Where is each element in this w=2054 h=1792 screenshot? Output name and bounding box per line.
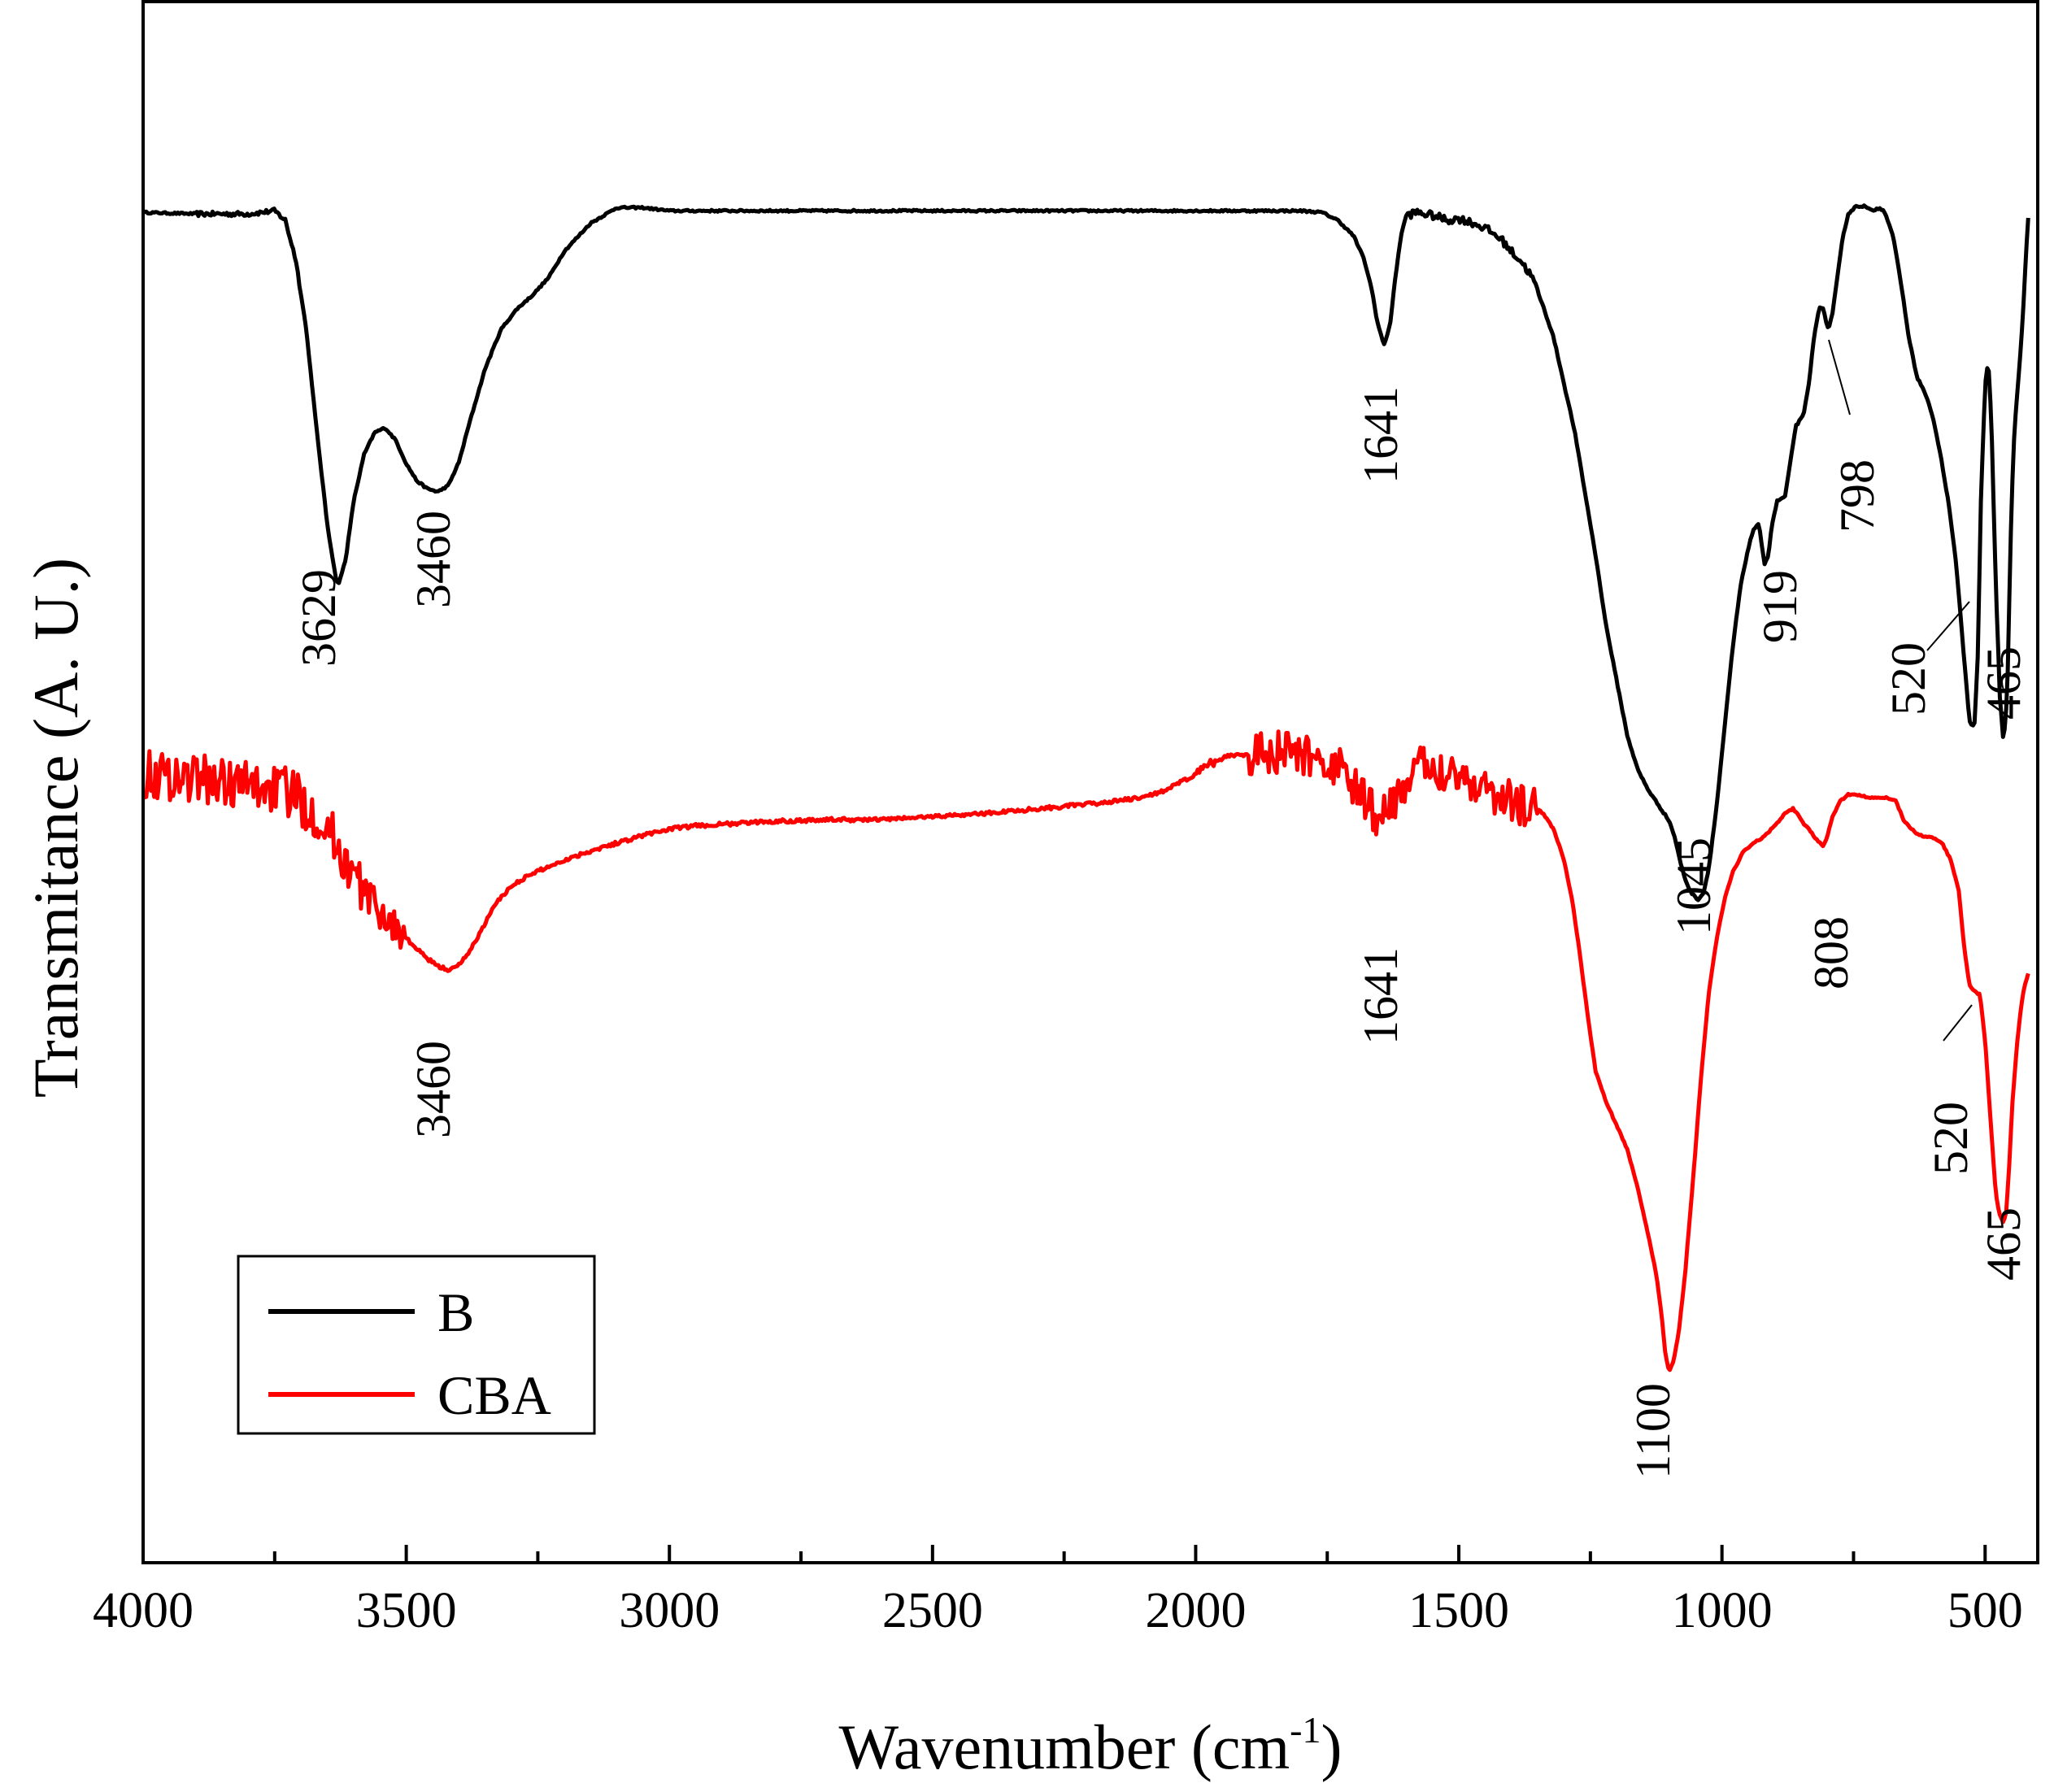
x-tick-label: 1000: [1672, 1583, 1773, 1638]
peak-annotation-cba-520: 520: [1924, 1004, 1978, 1175]
x-axis-title: Wavenumber (cm-1): [839, 1709, 1342, 1782]
peak-annotation-b-3629: 3629: [292, 569, 346, 667]
peak-label: 3460: [407, 1041, 460, 1138]
peak-annotation-cba-1100: 1100: [1626, 1383, 1680, 1479]
peak-label: 520: [1924, 1102, 1978, 1175]
peak-annotations: 3629 3460 1641 1045 919 798 520 465 3460 1641 1100…: [292, 339, 2030, 1479]
peak-annotation-cba-465: 465: [1977, 1207, 2030, 1281]
legend-box: [237, 1255, 596, 1435]
peak-label: 3460: [407, 511, 460, 608]
peak-label: 798: [1830, 459, 1884, 533]
peak-leader-line: [1828, 339, 1851, 415]
y-axis-title: Transmitance (A. U.): [20, 558, 91, 1098]
peak-label: 520: [1882, 642, 1935, 715]
x-tick-label: 3000: [619, 1583, 720, 1638]
plot-frame: [141, 0, 2039, 1564]
series-line-b: [141, 203, 2030, 903]
peak-label: 1045: [1667, 837, 1721, 935]
peak-annotation-b-520: 520: [1882, 601, 1970, 715]
peak-annotation-b-3460: 3460: [407, 511, 460, 608]
x-tick-label: 1500: [1408, 1583, 1509, 1638]
peak-label: 919: [1753, 570, 1807, 643]
series-line-cba: [141, 729, 2030, 1372]
peak-leader-line: [1926, 601, 1970, 651]
legend-label-cba: CBA: [437, 1364, 551, 1426]
x-tick-label: 2500: [882, 1583, 983, 1638]
x-tick-label: 3500: [356, 1583, 457, 1638]
peak-label: 1100: [1626, 1383, 1680, 1479]
peak-annotation-cba-1641: 1641: [1354, 947, 1408, 1045]
series-layer: [141, 203, 2030, 1372]
peak-label: 808: [1804, 916, 1858, 990]
peak-label: 465: [1977, 1207, 2030, 1281]
x-tick-label: 500: [1947, 1583, 2023, 1638]
x-tick-label: 4000: [93, 1583, 194, 1638]
peak-annotation-cba-808: 808: [1804, 916, 1858, 990]
legend: B CBA: [237, 1255, 596, 1435]
peak-label: 3629: [292, 569, 346, 667]
peak-annotation-b-465: 465: [1977, 646, 2030, 720]
x-axis-ticks: 4000 3500 3000 2500 2000 1500 1000 500: [93, 1545, 2023, 1638]
peak-annotation-b-798: 798: [1828, 339, 1884, 533]
peak-annotation-cba-3460: 3460: [407, 1041, 460, 1138]
x-tick-label: 2000: [1145, 1583, 1246, 1638]
peak-annotation-b-919: 919: [1753, 570, 1807, 643]
legend-label-b: B: [437, 1281, 474, 1343]
peak-annotation-b-1641: 1641: [1354, 386, 1408, 484]
peak-annotation-b-1045: 1045: [1667, 837, 1721, 935]
peak-label: 1641: [1354, 947, 1408, 1045]
peak-label: 465: [1977, 646, 2030, 720]
peak-label: 1641: [1354, 386, 1408, 484]
peak-leader-line: [1943, 1004, 1973, 1042]
